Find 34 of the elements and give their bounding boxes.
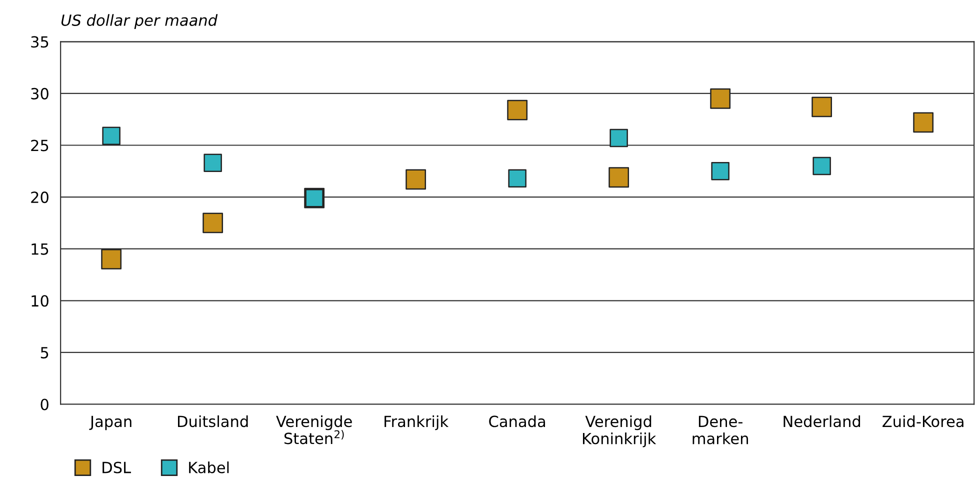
y-tick-label: 5 xyxy=(40,347,48,358)
point xyxy=(101,249,122,270)
y-axis-title: US dollar per maand xyxy=(61,14,218,29)
point xyxy=(202,212,224,234)
point xyxy=(204,154,222,172)
x-tick-label: Japan xyxy=(89,416,132,430)
x-tick-label: Duitsland xyxy=(178,415,248,428)
point xyxy=(406,169,426,190)
point xyxy=(710,88,731,109)
legend-label: DSL xyxy=(102,462,131,474)
y-tick-label: 15 xyxy=(32,244,48,255)
point xyxy=(913,112,934,133)
legend-label: Kabel xyxy=(189,461,229,474)
y-tick-label: 25 xyxy=(31,140,48,152)
x-tick-label: Verenigde Staten$^{2)}$ xyxy=(276,415,352,444)
x-tick-label: Nederland xyxy=(784,415,860,428)
point xyxy=(610,128,628,148)
point xyxy=(102,126,120,146)
x-tick-label: Verenigd Koninkrijk xyxy=(582,415,656,448)
point xyxy=(508,169,526,188)
y-tick-label: 10 xyxy=(32,295,48,307)
y-tick-label: 20 xyxy=(31,192,48,204)
x-tick-label: Frankrijk xyxy=(384,415,449,430)
point xyxy=(507,100,528,120)
y-tick-label: 30 xyxy=(31,88,48,100)
y-tick-label: 0 xyxy=(40,398,48,410)
y-tick-label: 35 xyxy=(31,36,48,48)
point xyxy=(812,156,831,176)
point xyxy=(711,162,730,180)
x-tick-label: Zuid-Korea xyxy=(882,415,964,428)
point xyxy=(608,167,630,188)
x-tick-label: Canada xyxy=(489,415,545,428)
point xyxy=(812,96,832,118)
x-tick-label: Dene- marken xyxy=(692,416,748,444)
